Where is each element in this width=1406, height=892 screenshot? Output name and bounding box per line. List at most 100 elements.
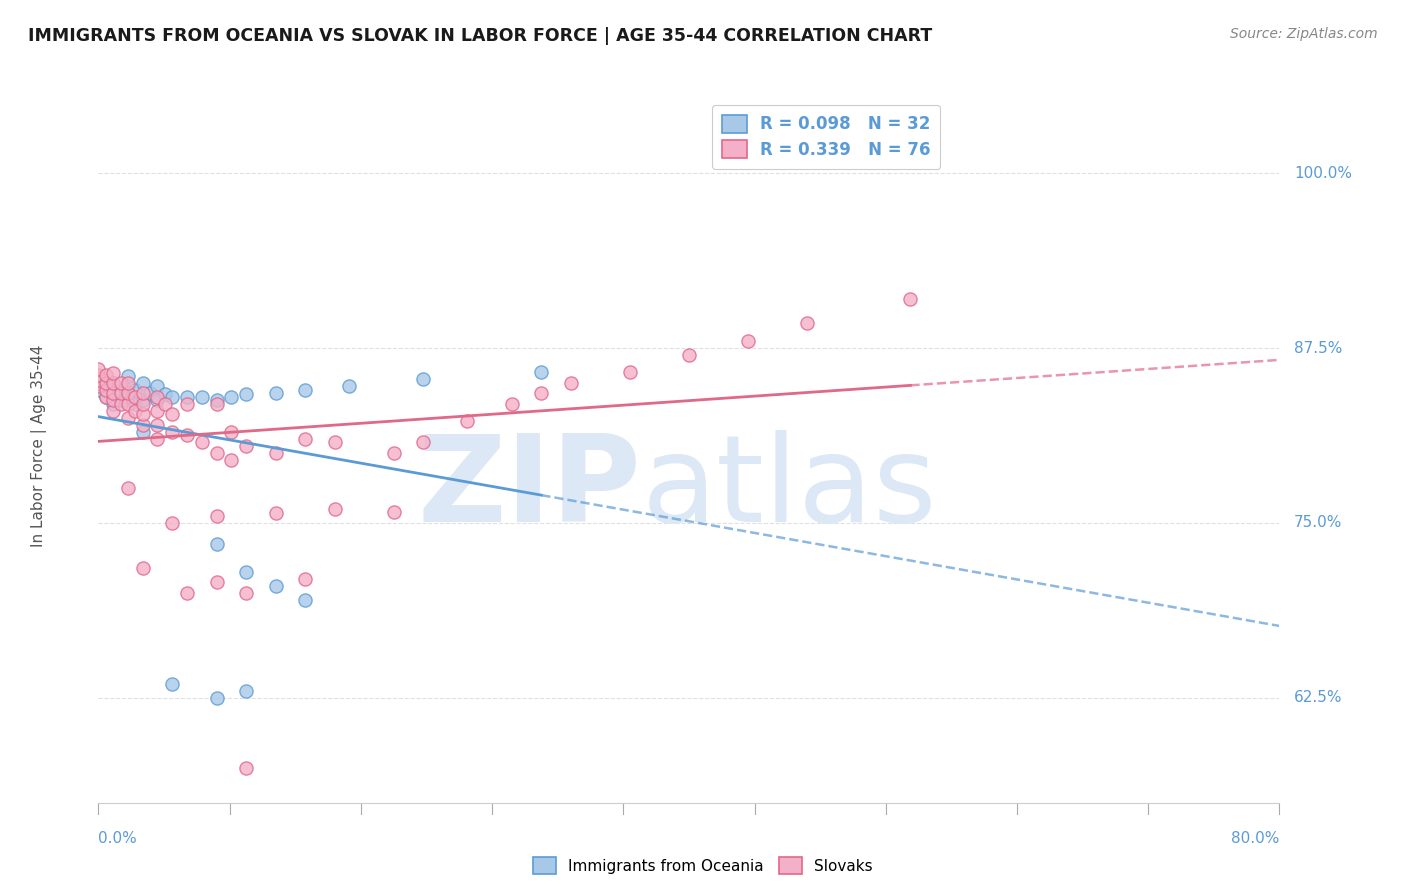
Point [117, 379, 139, 393]
Point [87, 373, 110, 387]
Point [900, 292, 922, 306]
Point [412, 434, 434, 449]
Point [87, 379, 110, 393]
Point [139, 385, 162, 400]
Point [219, 390, 242, 404]
Point [235, 439, 257, 453]
Point [146, 404, 169, 418]
Point [205, 392, 228, 407]
Point [294, 432, 316, 446]
Point [235, 387, 257, 401]
Point [103, 387, 125, 401]
Point [153, 397, 176, 411]
Point [191, 434, 214, 449]
Point [205, 508, 228, 523]
Point [124, 404, 146, 418]
Point [264, 506, 287, 520]
Point [382, 446, 405, 460]
Point [132, 425, 155, 439]
Point [153, 387, 176, 401]
Point [176, 427, 198, 442]
Point [162, 677, 183, 691]
Point [110, 392, 132, 407]
Point [117, 397, 139, 411]
Point [560, 376, 582, 390]
Point [162, 407, 183, 421]
Point [619, 365, 641, 379]
Point [205, 537, 228, 551]
Point [323, 434, 346, 449]
Point [530, 365, 553, 379]
Text: 0.0%: 0.0% [98, 830, 138, 846]
Point [117, 411, 139, 425]
Point [678, 348, 700, 362]
Point [235, 684, 257, 698]
Point [146, 390, 169, 404]
Point [103, 376, 125, 390]
Point [87, 369, 110, 384]
Point [235, 565, 257, 579]
Text: ZIP: ZIP [418, 430, 641, 548]
Point [110, 397, 132, 411]
Point [124, 390, 146, 404]
Point [103, 376, 125, 390]
Point [132, 392, 155, 407]
Point [162, 425, 183, 439]
Point [382, 505, 405, 519]
Point [94, 379, 117, 393]
Point [94, 368, 117, 382]
Point [146, 392, 169, 407]
Point [146, 379, 169, 393]
Point [264, 579, 287, 593]
Point [94, 390, 117, 404]
Point [219, 425, 242, 439]
Point [117, 376, 139, 390]
Point [117, 390, 139, 404]
Point [117, 481, 139, 495]
Text: IMMIGRANTS FROM OCEANIA VS SLOVAK IN LABOR FORCE | AGE 35-44 CORRELATION CHART: IMMIGRANTS FROM OCEANIA VS SLOVAK IN LAB… [28, 27, 932, 45]
Point [132, 385, 155, 400]
Point [323, 502, 346, 516]
Point [294, 572, 316, 586]
Point [103, 392, 125, 407]
Point [294, 383, 316, 397]
Point [796, 316, 818, 330]
Text: 87.5%: 87.5% [1294, 341, 1343, 356]
Point [205, 397, 228, 411]
Text: 62.5%: 62.5% [1294, 690, 1343, 706]
Point [124, 383, 146, 397]
Text: Source: ZipAtlas.com: Source: ZipAtlas.com [1230, 27, 1378, 41]
Point [103, 366, 125, 380]
Point [132, 376, 155, 390]
Point [205, 574, 228, 589]
Point [294, 593, 316, 607]
Point [337, 379, 360, 393]
Point [87, 362, 110, 376]
Point [124, 397, 146, 411]
Legend: R = 0.098   N = 32, R = 0.339   N = 76: R = 0.098 N = 32, R = 0.339 N = 76 [711, 104, 941, 169]
Point [94, 383, 117, 397]
Point [501, 397, 523, 411]
Point [205, 690, 228, 705]
Point [235, 761, 257, 775]
Point [132, 560, 155, 574]
Point [87, 368, 110, 382]
Text: 80.0%: 80.0% [1232, 830, 1279, 846]
Point [94, 390, 117, 404]
Point [103, 397, 125, 411]
Point [117, 385, 139, 400]
Point [110, 385, 132, 400]
Text: 75.0%: 75.0% [1294, 516, 1343, 531]
Point [162, 516, 183, 530]
Point [117, 369, 139, 384]
Point [162, 390, 183, 404]
Point [191, 390, 214, 404]
Point [530, 385, 553, 400]
Point [264, 385, 287, 400]
Point [87, 383, 110, 397]
Point [110, 383, 132, 397]
Point [146, 432, 169, 446]
Point [264, 446, 287, 460]
Text: 100.0%: 100.0% [1294, 166, 1353, 181]
Point [103, 385, 125, 400]
